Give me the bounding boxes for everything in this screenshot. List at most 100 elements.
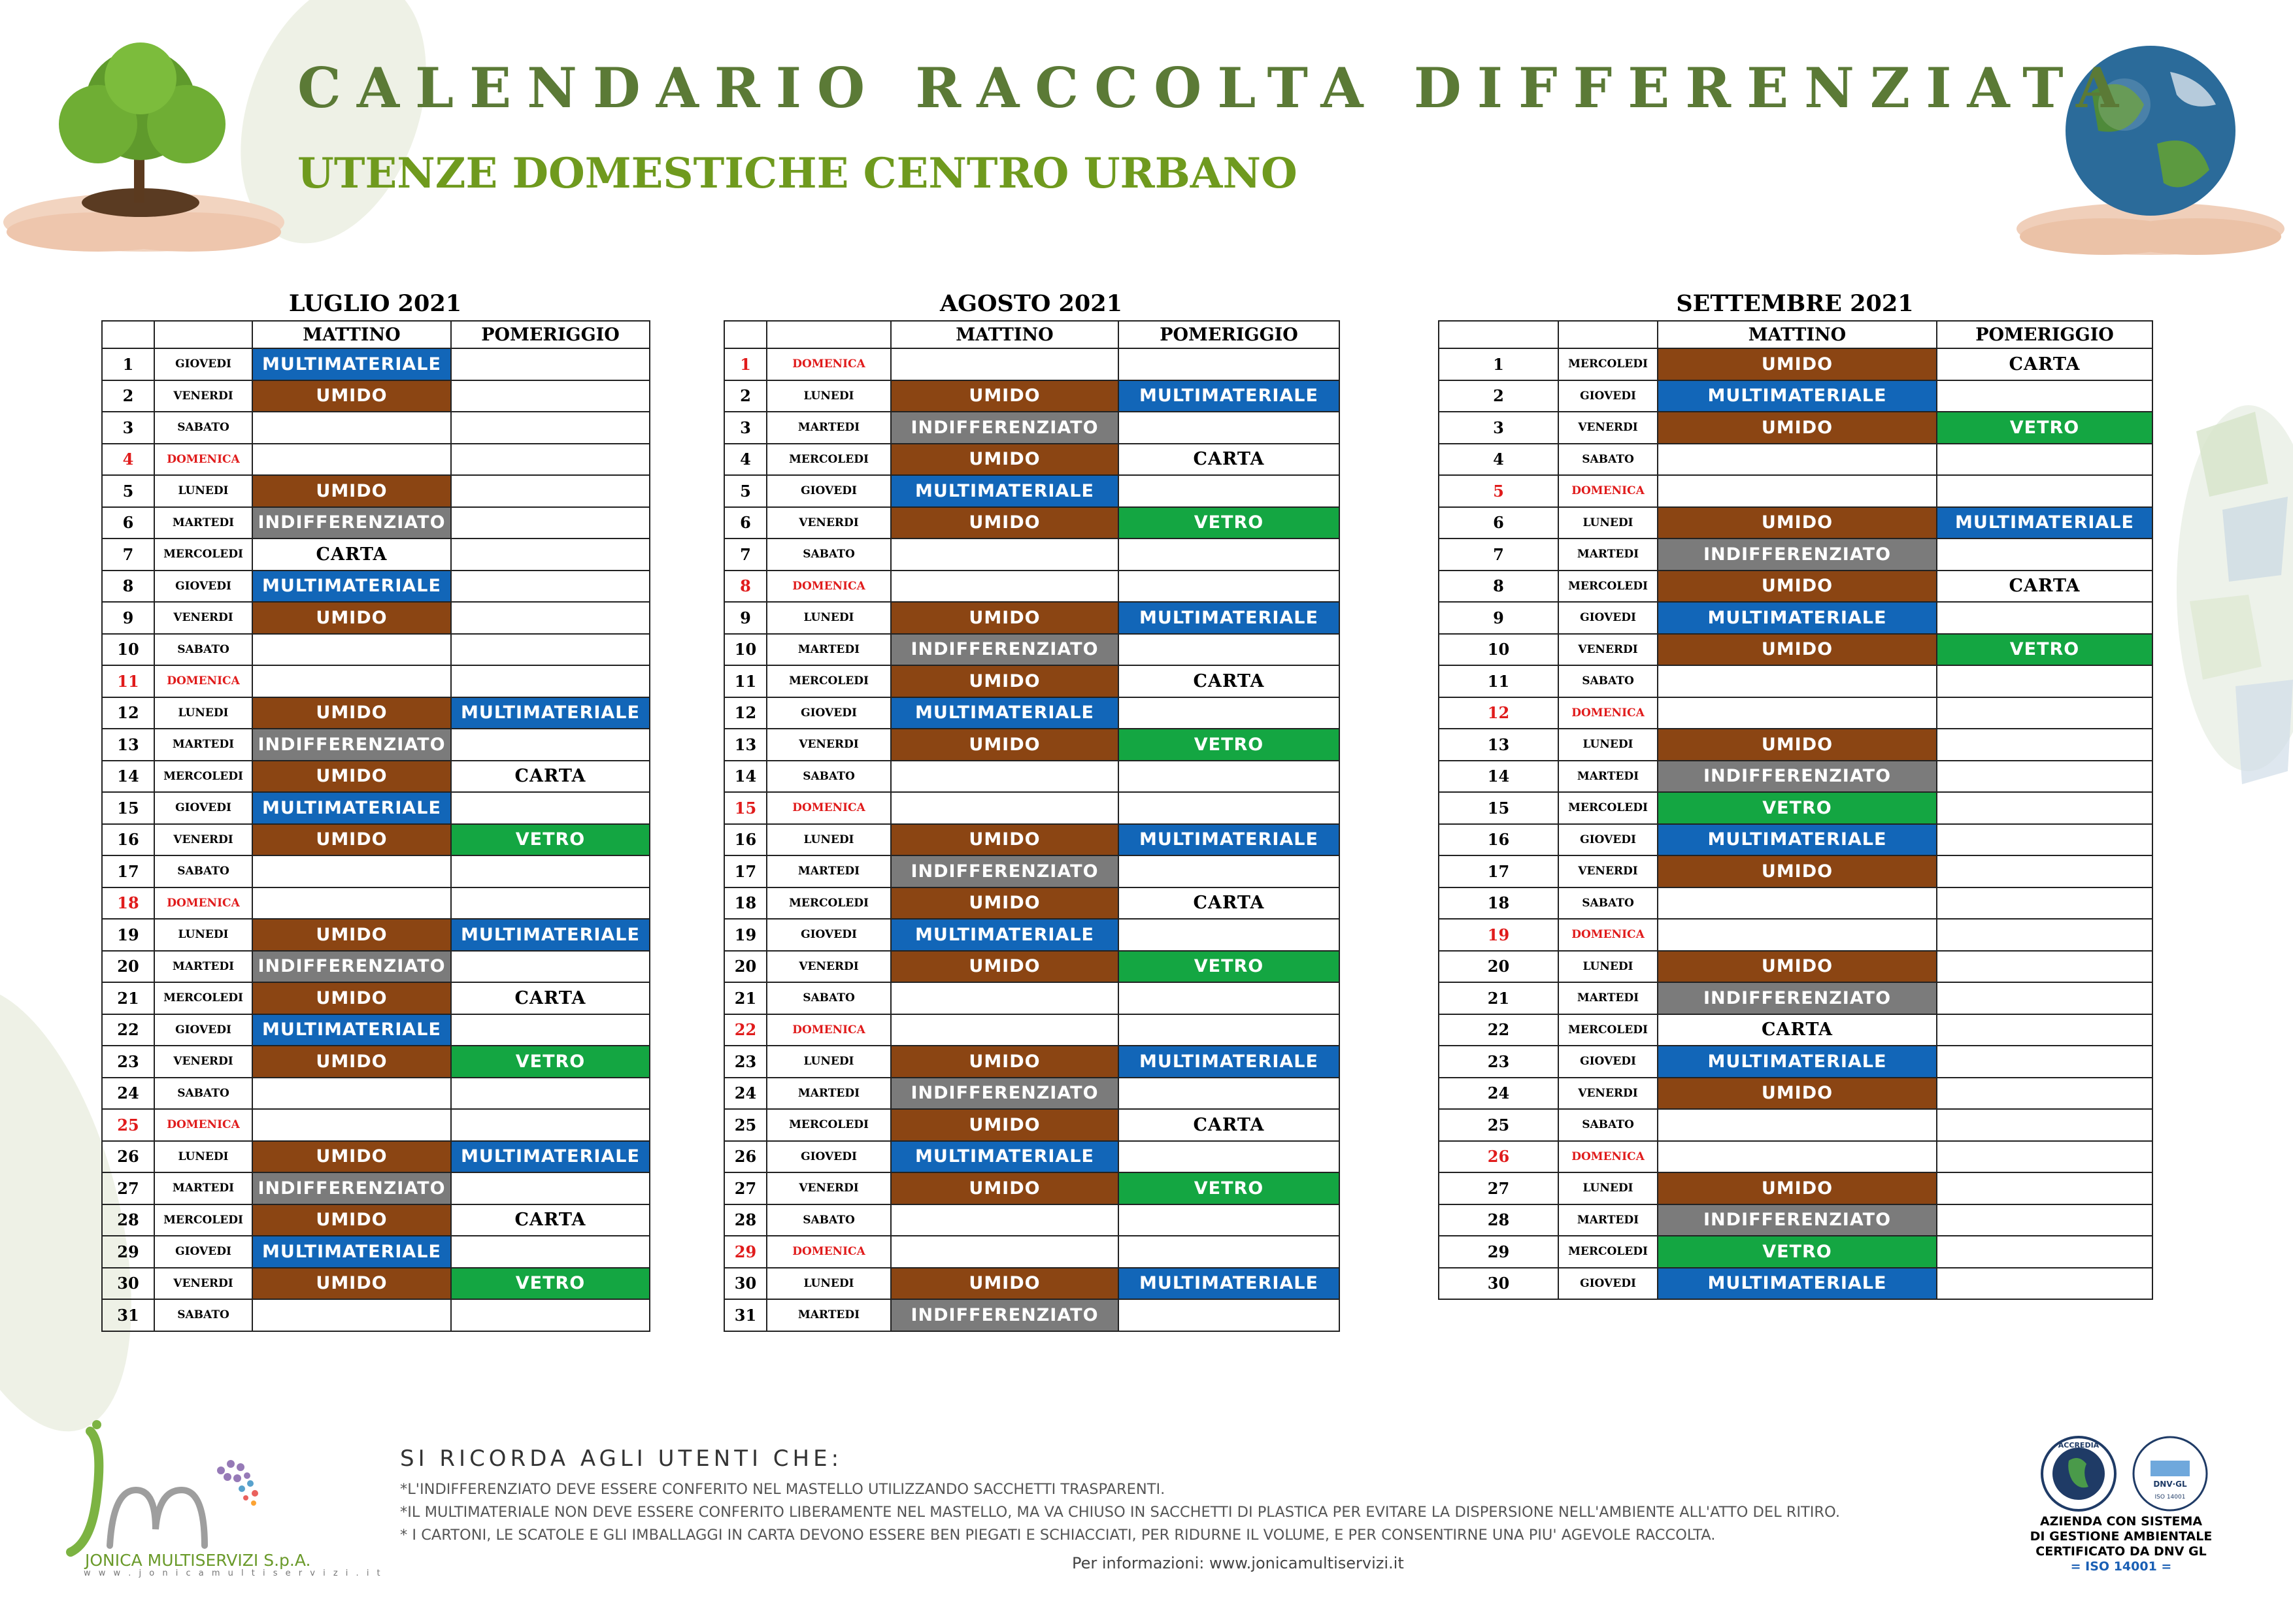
- day-number: 13: [724, 728, 767, 761]
- day-number: 22: [101, 1013, 155, 1046]
- afternoon-collection: [450, 1172, 650, 1205]
- calendar-row: 18 MERCOLEDI UMIDO CARTA: [724, 886, 1340, 920]
- weekday-name: VENERDI: [154, 1267, 253, 1300]
- afternoon-collection: [1118, 982, 1340, 1015]
- day-number: 7: [724, 538, 767, 571]
- calendar-row: 27 LUNEDI UMIDO: [1438, 1172, 2153, 1205]
- morning-collection: UMIDO: [252, 823, 452, 856]
- calendar-row: 5 GIOVEDI MULTIMATERIALE: [724, 474, 1340, 508]
- afternoon-collection: MULTIMATERIALE: [1118, 1267, 1340, 1300]
- afternoon-collection: [450, 569, 650, 603]
- dnv-gl-seal: DNV·GL ISO 14001: [2132, 1436, 2208, 1512]
- morning-collection: [1657, 886, 1937, 920]
- calendar-row: 23 VENERDI UMIDO VETRO: [101, 1045, 650, 1078]
- weekday-name: VENERDI: [1558, 633, 1658, 666]
- certification-text: AZIENDA CON SISTEMA DI GESTIONE AMBIENTA…: [2000, 1514, 2242, 1574]
- weekday-name: GIOVEDI: [766, 696, 892, 729]
- morning-collection: UMIDO: [890, 950, 1119, 983]
- calendar-row: 5 LUNEDI UMIDO: [101, 474, 650, 508]
- morning-collection: INDIFFERENZIATO: [1657, 982, 1937, 1015]
- day-number: 31: [724, 1299, 767, 1332]
- day-number: 26: [101, 1140, 155, 1173]
- afternoon-collection: MULTIMATERIALE: [1936, 506, 2153, 539]
- morning-collection: UMIDO: [890, 1267, 1119, 1300]
- morning-collection: UMIDO: [252, 696, 452, 729]
- morning-collection: [1657, 442, 1937, 476]
- day-number: 25: [1438, 1108, 1559, 1142]
- day-number: 2: [724, 379, 767, 412]
- weekday-name: LUNEDI: [1558, 506, 1658, 539]
- morning-collection: MULTIMATERIALE: [1657, 823, 1937, 856]
- morning-collection: VETRO: [1657, 1235, 1937, 1268]
- weekday-name: VENERDI: [766, 950, 892, 983]
- morning-collection: MULTIMATERIALE: [252, 1235, 452, 1268]
- morning-collection: MULTIMATERIALE: [1657, 1267, 1937, 1300]
- morning-collection: MULTIMATERIALE: [890, 696, 1119, 729]
- calendar-row: 17 VENERDI UMIDO: [1438, 855, 2153, 888]
- calendar-row: 16 GIOVEDI MULTIMATERIALE: [1438, 823, 2153, 856]
- calendar-row: 7 MARTEDI INDIFFERENZIATO: [1438, 538, 2153, 571]
- weekday-name: VENERDI: [1558, 855, 1658, 888]
- afternoon-collection: [1936, 1267, 2153, 1300]
- calendar-row: 14 MERCOLEDI UMIDO CARTA: [101, 759, 650, 793]
- weekday-name: SABATO: [766, 1203, 892, 1236]
- weekday-name: DOMENICA: [154, 1108, 253, 1142]
- calendar-row: 1 GIOVEDI MULTIMATERIALE: [101, 348, 650, 381]
- day-number: 27: [724, 1172, 767, 1205]
- afternoon-collection: [450, 442, 650, 476]
- day-number: 24: [101, 1076, 155, 1110]
- calendar-row: 14 SABATO: [724, 759, 1340, 793]
- day-number: 10: [724, 633, 767, 666]
- morning-collection: UMIDO: [252, 474, 452, 508]
- day-number: 14: [724, 759, 767, 793]
- afternoon-collection: [450, 411, 650, 444]
- morning-collection: [1657, 474, 1937, 508]
- weekday-name: GIOVEDI: [1558, 823, 1658, 856]
- calendar-row: 8 MERCOLEDI UMIDO CARTA: [1438, 569, 2153, 603]
- afternoon-collection: [1936, 474, 2153, 508]
- morning-collection: [252, 633, 452, 666]
- morning-collection: UMIDO: [1657, 633, 1937, 666]
- weekday-name: GIOVEDI: [154, 1235, 253, 1268]
- weekday-name: LUNEDI: [766, 1267, 892, 1300]
- calendar-row: 12 LUNEDI UMIDO MULTIMATERIALE: [101, 696, 650, 729]
- cert-line: DI GESTIONE AMBIENTALE: [2030, 1529, 2213, 1544]
- weekday-name: SABATO: [154, 633, 253, 666]
- weekday-name: SABATO: [154, 411, 253, 444]
- morning-collection: INDIFFERENZIATO: [890, 1299, 1119, 1332]
- calendar-row: 30 LUNEDI UMIDO MULTIMATERIALE: [724, 1267, 1340, 1300]
- morning-collection: UMIDO: [890, 823, 1119, 856]
- cert-line: AZIENDA CON SISTEMA: [2039, 1514, 2203, 1529]
- day-number: 16: [1438, 823, 1559, 856]
- weekday-name: GIOVEDI: [154, 791, 253, 825]
- afternoon-collection: [450, 633, 650, 666]
- page-subtitle: UTENZE DOMESTICHE CENTRO URBANO: [297, 149, 1297, 198]
- morning-collection: INDIFFERENZIATO: [1657, 538, 1937, 571]
- afternoon-collection: [1118, 918, 1340, 952]
- weekday-name: MERCOLEDI: [766, 1108, 892, 1142]
- calendar-row: 9 VENERDI UMIDO: [101, 601, 650, 635]
- weekday-name: MARTEDI: [154, 506, 253, 539]
- calendar-row: 15 MERCOLEDI VETRO: [1438, 791, 2153, 825]
- weekday-name: DOMENICA: [766, 569, 892, 603]
- morning-collection: UMIDO: [1657, 1172, 1937, 1205]
- afternoon-collection: [1936, 538, 2153, 571]
- morning-collection: UMIDO: [890, 665, 1119, 698]
- globe-in-hands-image: [2017, 46, 2285, 255]
- afternoon-collection: [450, 855, 650, 888]
- weekday-name: GIOVEDI: [766, 474, 892, 508]
- afternoon-collection: MULTIMATERIALE: [1118, 823, 1340, 856]
- header-blank: [724, 320, 767, 349]
- month-title: AGOSTO 2021: [940, 290, 1122, 317]
- afternoon-collection: [1118, 759, 1340, 793]
- morning-collection: INDIFFERENZIATO: [252, 506, 452, 539]
- day-number: 23: [1438, 1045, 1559, 1078]
- afternoon-collection: [1936, 982, 2153, 1015]
- morning-collection: MULTIMATERIALE: [1657, 379, 1937, 412]
- weekday-name: MARTEDI: [766, 1076, 892, 1110]
- morning-collection: UMIDO: [252, 982, 452, 1015]
- morning-collection: [890, 348, 1119, 381]
- calendar-row: 17 MARTEDI INDIFFERENZIATO: [724, 855, 1340, 888]
- calendar-row: 17 SABATO: [101, 855, 650, 888]
- calendar-row: 29 DOMENICA: [724, 1235, 1340, 1268]
